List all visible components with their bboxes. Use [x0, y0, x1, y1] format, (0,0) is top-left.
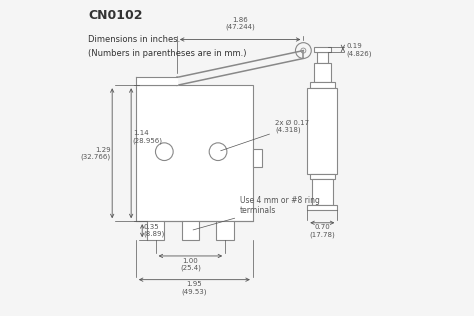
Text: 2x Ø 0.17
(4.318): 2x Ø 0.17 (4.318) [221, 120, 309, 151]
Bar [307, 205, 337, 210]
Text: 1.29
(32.766): 1.29 (32.766) [81, 147, 110, 160]
Bar [317, 52, 328, 63]
Text: 1.86
(47.244): 1.86 (47.244) [225, 16, 255, 30]
Text: Use 4 mm or #8 ring
terminals: Use 4 mm or #8 ring terminals [193, 196, 320, 230]
Bar [307, 88, 337, 174]
Bar [312, 179, 333, 205]
Bar [314, 47, 331, 52]
Bar [310, 174, 335, 179]
Text: 0.19
(4.826): 0.19 (4.826) [346, 43, 372, 57]
Text: 0.35
(8.89): 0.35 (8.89) [144, 224, 165, 237]
Text: Dimensions in inches.: Dimensions in inches. [89, 35, 181, 44]
Bar [217, 221, 234, 240]
Polygon shape [136, 77, 177, 85]
Text: 1.95
(49.53): 1.95 (49.53) [182, 281, 207, 295]
Text: (Numbers in parentheses are in mm.): (Numbers in parentheses are in mm.) [89, 49, 247, 58]
Bar [136, 85, 253, 221]
Bar [147, 221, 164, 240]
Text: 0.70
(17.78): 0.70 (17.78) [310, 224, 335, 238]
Text: CN0102: CN0102 [89, 9, 143, 22]
Bar [253, 149, 262, 167]
Text: 1.00
(25.4): 1.00 (25.4) [180, 258, 201, 271]
Bar [314, 63, 331, 82]
Bar [182, 221, 199, 240]
Bar [310, 82, 335, 88]
Text: 1.14
(28.956): 1.14 (28.956) [133, 130, 163, 144]
